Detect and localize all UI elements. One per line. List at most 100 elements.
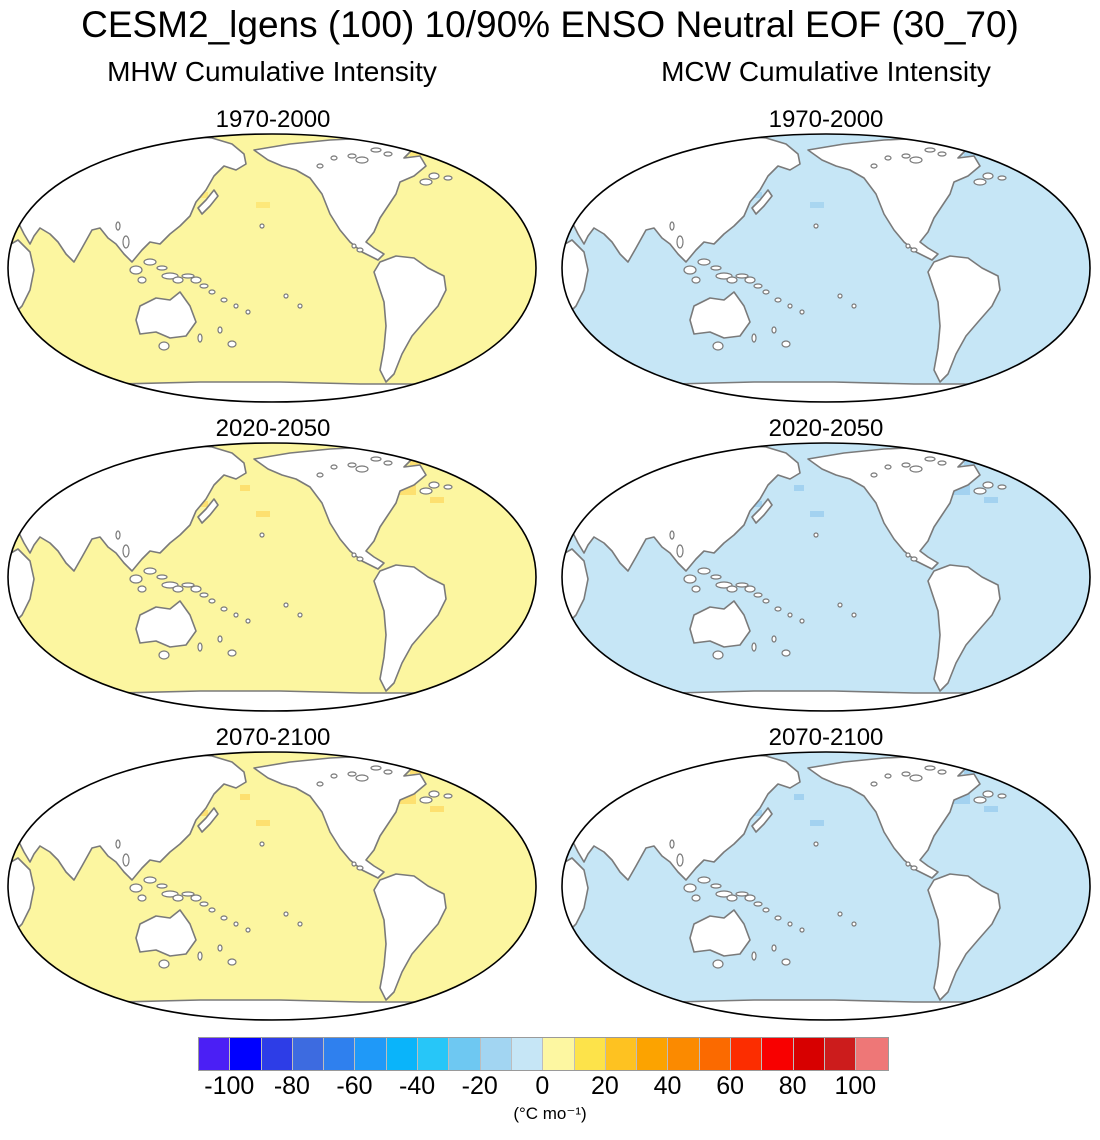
island (227, 340, 237, 348)
island (744, 276, 756, 284)
island (884, 155, 892, 161)
land-japan (751, 807, 773, 833)
island (909, 774, 923, 782)
colorbar-tick-label: 20 (590, 1072, 619, 1100)
island (799, 927, 805, 933)
island (208, 598, 216, 604)
island (774, 606, 782, 612)
island (937, 769, 947, 775)
map-border (7, 442, 537, 712)
map-mcw-1970-2000 (561, 133, 1091, 403)
land-southamerica (373, 564, 447, 692)
colorbar-tick-label: -100 (204, 1072, 255, 1100)
colorbar-box-8 (449, 1038, 481, 1070)
island (697, 567, 711, 575)
colorbar-box-1 (230, 1038, 262, 1070)
island (115, 839, 121, 849)
intensity-patch (60, 451, 90, 457)
intensity-patch (810, 511, 824, 517)
island (712, 341, 724, 351)
colorbar-tick-label: 60 (716, 1072, 744, 1100)
island (676, 853, 684, 867)
island (129, 883, 143, 893)
island (297, 303, 303, 309)
colorbar-box-0 (199, 1038, 231, 1070)
island (851, 921, 857, 927)
island (129, 265, 143, 275)
panel-label-mhw-2: 2020-2050 (215, 415, 331, 442)
island (443, 175, 453, 181)
island (156, 883, 168, 889)
island (297, 921, 303, 927)
colorbar-box-3 (292, 1038, 325, 1070)
island (428, 172, 440, 180)
island (355, 156, 369, 164)
land-antarctica (603, 381, 1049, 402)
island (190, 276, 202, 284)
island (799, 309, 805, 315)
intensity-patch (984, 806, 998, 812)
land-japan (751, 189, 773, 215)
island (383, 769, 393, 775)
intensity-patch (430, 806, 444, 812)
map-border (561, 133, 1091, 403)
intensity-patch (256, 511, 270, 517)
colorbar-tick-label: 100 (834, 1072, 877, 1100)
land-southamerica (373, 873, 447, 1001)
island (227, 958, 237, 966)
island (726, 585, 738, 593)
island (584, 791, 592, 797)
island (751, 642, 757, 652)
colorbar-box-18 (762, 1038, 794, 1070)
island (316, 472, 324, 478)
island (428, 790, 440, 798)
island (799, 618, 805, 624)
island (901, 153, 911, 159)
island (910, 247, 918, 253)
island (973, 487, 987, 495)
map-mhw-2020-2050 (7, 442, 537, 712)
land-australia (135, 291, 197, 339)
column-title-mcw: MCW Cumulative Intensity (661, 56, 991, 87)
island (569, 801, 579, 807)
island (129, 574, 143, 584)
island (771, 326, 777, 334)
island (901, 771, 911, 777)
island (15, 492, 25, 498)
colorbar-tick-label: -80 (273, 1072, 310, 1100)
island (771, 944, 777, 952)
island (355, 774, 369, 782)
land-australia (135, 600, 197, 648)
island (259, 223, 265, 229)
island (158, 650, 170, 660)
land-antarctica (603, 999, 1049, 1020)
island (199, 901, 209, 907)
island (787, 303, 793, 309)
colorbar-box-6 (386, 1038, 419, 1070)
land-southamerica (927, 564, 1001, 692)
map-mhw-1970-2000 (7, 133, 537, 403)
island (753, 901, 763, 907)
island (351, 243, 357, 249)
island (726, 894, 738, 902)
island (158, 341, 170, 351)
land-antarctica (49, 381, 495, 402)
island (197, 642, 203, 652)
land-antarctica (49, 999, 495, 1020)
island (30, 173, 38, 179)
island (691, 276, 701, 284)
land-australia (689, 291, 751, 339)
colorbar-box-5 (355, 1038, 387, 1070)
island (245, 309, 251, 315)
colorbar-tick-label: -20 (461, 1072, 498, 1100)
island (669, 530, 675, 540)
island (227, 649, 237, 657)
island (712, 650, 724, 660)
island (158, 959, 170, 969)
island (569, 183, 579, 189)
island (347, 771, 357, 777)
island (370, 765, 382, 771)
land-australia (135, 909, 197, 957)
island (143, 567, 157, 575)
island (156, 574, 168, 580)
